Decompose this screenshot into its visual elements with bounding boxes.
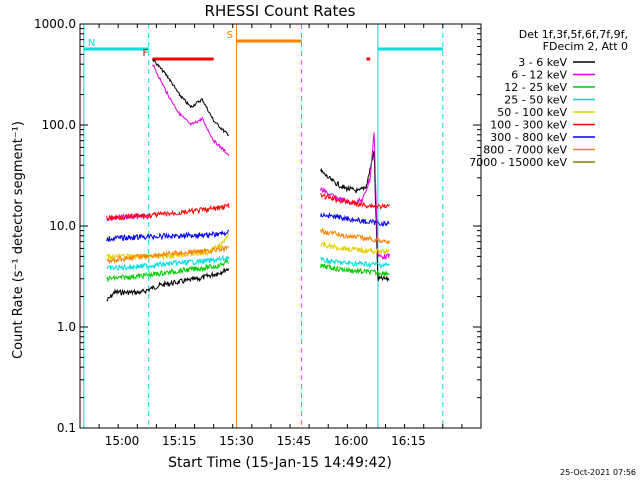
legend-entry-label: 25 - 50 keV — [504, 94, 567, 107]
x-tick-label: 16:00 — [334, 434, 369, 448]
legend-entry-label: 800 - 7000 keV — [483, 144, 567, 157]
legend-entry-label: 3 - 6 keV — [518, 56, 567, 69]
x-tick-label: 15:15 — [162, 434, 197, 448]
x-tick-label: 15:45 — [277, 434, 312, 448]
y-tick-label: 1000.0 — [34, 17, 76, 31]
series-line-5-seg2 — [320, 192, 390, 210]
y-axis-label: Count Rate (s⁻¹ detector segment⁻¹) — [11, 121, 26, 359]
series-line-1-flare1 — [152, 64, 230, 157]
series-line-2-seg1 — [106, 257, 229, 283]
legend-entry-label: 6 - 12 keV — [511, 69, 567, 82]
attenuator-label-S: S — [227, 30, 233, 41]
series-line-2-seg2 — [320, 263, 390, 277]
x-tick-label: 15:30 — [219, 434, 254, 448]
series-line-3-seg2 — [320, 256, 390, 269]
x-tick-label: 15:00 — [105, 434, 140, 448]
series-line-0-seg1 — [106, 267, 230, 302]
y-tick-label: 1.0 — [57, 320, 76, 334]
series-line-5-seg1 — [106, 203, 230, 221]
legend-entry-label: 300 - 800 keV — [490, 131, 567, 144]
plot-frame — [79, 23, 482, 429]
series-line-0-flare1 — [152, 58, 230, 136]
series-line-4-seg2 — [320, 241, 390, 256]
legend: Det 1f,3f,5f,6f,7f,9f,FDecim 2, Att 0 3 -… — [469, 28, 628, 169]
legend-entry-label: 50 - 100 keV — [497, 106, 567, 119]
attenuator-label-N: N — [88, 38, 95, 49]
series-line-6-seg2 — [320, 211, 390, 227]
legend-entry-label: 12 - 25 keV — [504, 81, 567, 94]
legend-header-line: FDecim 2, Att 0 — [543, 40, 628, 53]
chart-title: RHESSI Count Rates — [205, 2, 356, 20]
y-tick-label: 100.0 — [42, 118, 76, 132]
axes: 0.1 1.0 10.0 100.0 1000.0 15:00 15:15 15:30 15:4… — [34, 17, 482, 448]
attenuator-label-F: F — [143, 48, 149, 59]
legend-header-line: Det 1f,3f,5f,6f,7f,9f, — [519, 28, 628, 41]
legend-entry-label: 7000 - 15000 keV — [469, 156, 567, 169]
legend-entry-label: 100 - 300 keV — [490, 119, 567, 132]
series-line-6-seg1 — [106, 229, 230, 243]
x-tick-label: 16:15 — [391, 434, 426, 448]
plot-area: N F S — [83, 24, 444, 428]
x-axis-label: Start Time (15-Jan-15 14:49:42) — [168, 455, 392, 471]
series-line-7-seg1 — [106, 245, 230, 264]
series-line-7-seg2 — [320, 226, 390, 244]
y-tick-label: 0.1 — [57, 421, 76, 435]
series-line-3-seg1 — [106, 254, 230, 271]
y-tick-label: 10.0 — [49, 219, 76, 233]
series-line-0-seg2 — [320, 150, 390, 283]
footer-timestamp: 25-Oct-2021 07:56 — [560, 468, 636, 477]
